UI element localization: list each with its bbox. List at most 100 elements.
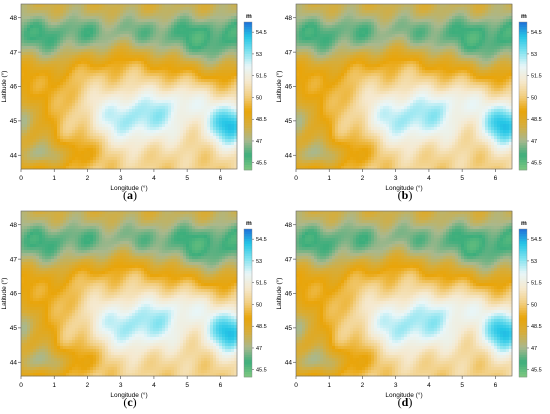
heatmap-cell bbox=[147, 97, 151, 101]
heatmap-cell bbox=[219, 34, 223, 38]
heatmap-cell bbox=[329, 28, 333, 32]
heatmap-cell bbox=[198, 154, 202, 158]
heatmap-cell bbox=[84, 88, 88, 92]
heatmap-cell bbox=[183, 88, 187, 92]
heatmap-cell bbox=[75, 10, 79, 14]
heatmap-cell bbox=[102, 112, 106, 116]
heatmap-cell bbox=[33, 136, 37, 140]
heatmap-cell bbox=[81, 79, 85, 83]
heatmap-cell bbox=[90, 16, 94, 20]
heatmap-cell bbox=[147, 58, 151, 62]
heatmap-cell bbox=[210, 130, 214, 134]
heatmap-cell bbox=[93, 106, 97, 110]
heatmap-cell bbox=[186, 97, 190, 101]
heatmap-cell bbox=[150, 43, 154, 47]
heatmap-cell bbox=[485, 13, 489, 17]
heatmap-cell bbox=[120, 55, 124, 59]
heatmap-cell bbox=[446, 37, 450, 41]
heatmap-cell bbox=[320, 16, 324, 20]
heatmap-cell bbox=[27, 37, 31, 41]
heatmap-cell bbox=[198, 37, 202, 41]
heatmap-cell bbox=[222, 67, 226, 71]
heatmap-cell bbox=[126, 79, 130, 83]
heatmap-cell bbox=[180, 25, 184, 29]
heatmap-cell bbox=[108, 136, 112, 140]
heatmap-cell bbox=[84, 43, 88, 47]
heatmap-cell bbox=[63, 121, 67, 125]
heatmap-cell bbox=[48, 148, 52, 152]
heatmap-cell bbox=[129, 163, 133, 167]
heatmap-cell bbox=[440, 28, 444, 32]
heatmap-cell bbox=[105, 52, 109, 56]
heatmap-cell bbox=[54, 79, 58, 83]
heatmap-cell bbox=[443, 19, 447, 23]
heatmap-cell bbox=[401, 22, 405, 26]
heatmap-cell bbox=[180, 79, 184, 83]
heatmap-cell bbox=[156, 121, 160, 125]
heatmap-cell bbox=[138, 121, 142, 125]
heatmap-cell bbox=[299, 4, 303, 8]
heatmap-cell bbox=[329, 7, 333, 11]
heatmap-cell bbox=[186, 145, 190, 149]
heatmap-cell bbox=[108, 106, 112, 110]
heatmap-cell bbox=[36, 10, 40, 14]
colorbar-swatch bbox=[244, 86, 252, 89]
heatmap-cell bbox=[183, 46, 187, 50]
heatmap-cell bbox=[401, 16, 405, 20]
heatmap-cell bbox=[219, 139, 223, 143]
heatmap-cell bbox=[458, 13, 462, 17]
heatmap-cell bbox=[30, 58, 34, 62]
heatmap-cell bbox=[419, 13, 423, 17]
heatmap-cell bbox=[204, 73, 208, 77]
colorbar-swatch bbox=[244, 81, 252, 84]
heatmap-cell bbox=[60, 154, 64, 158]
heatmap-cell bbox=[482, 13, 486, 17]
heatmap-cell bbox=[24, 13, 28, 17]
heatmap-cell bbox=[323, 25, 327, 29]
heatmap-cell bbox=[114, 76, 118, 80]
heatmap-cell bbox=[332, 19, 336, 23]
heatmap-cell bbox=[171, 121, 175, 125]
heatmap-cell bbox=[135, 142, 139, 146]
heatmap-cell bbox=[21, 115, 25, 119]
heatmap-cell bbox=[69, 28, 73, 32]
heatmap-cell bbox=[138, 115, 142, 119]
heatmap-cell bbox=[350, 37, 354, 41]
heatmap-cell bbox=[123, 55, 127, 59]
colorbar-swatch bbox=[244, 157, 252, 161]
heatmap-cell bbox=[126, 145, 130, 149]
heatmap-cell bbox=[165, 106, 169, 110]
heatmap-cell bbox=[117, 124, 121, 128]
heatmap-cell bbox=[374, 28, 378, 32]
heatmap-cell bbox=[99, 70, 103, 74]
heatmap-cell bbox=[84, 73, 88, 77]
heatmap-cell bbox=[314, 16, 318, 20]
heatmap-cell bbox=[338, 22, 342, 26]
heatmap-cell bbox=[120, 136, 124, 140]
heatmap-cell bbox=[78, 115, 82, 119]
heatmap-cell bbox=[87, 148, 91, 152]
heatmap-cell bbox=[63, 91, 67, 95]
colorbar-swatch bbox=[244, 96, 252, 99]
heatmap-cell bbox=[473, 34, 477, 38]
heatmap-cell bbox=[425, 28, 429, 32]
heatmap-cell bbox=[81, 82, 85, 86]
heatmap-cell bbox=[177, 151, 181, 155]
heatmap-cell bbox=[111, 4, 115, 8]
heatmap-cell bbox=[404, 25, 408, 29]
heatmap-cell bbox=[428, 37, 432, 41]
heatmap-cell bbox=[374, 13, 378, 17]
heatmap-cell bbox=[33, 73, 37, 77]
heatmap-cell bbox=[380, 25, 384, 29]
heatmap-cell bbox=[222, 52, 226, 56]
heatmap-cell bbox=[216, 76, 220, 80]
heatmap-cell bbox=[189, 109, 193, 113]
heatmap-cell bbox=[108, 25, 112, 29]
heatmap-cell bbox=[129, 40, 133, 44]
heatmap-cell bbox=[192, 70, 196, 74]
heatmap-cell bbox=[186, 28, 190, 32]
heatmap-cell bbox=[425, 19, 429, 23]
heatmap-cell bbox=[75, 58, 79, 62]
heatmap-cell bbox=[54, 25, 58, 29]
colorbar-swatch bbox=[244, 76, 252, 80]
